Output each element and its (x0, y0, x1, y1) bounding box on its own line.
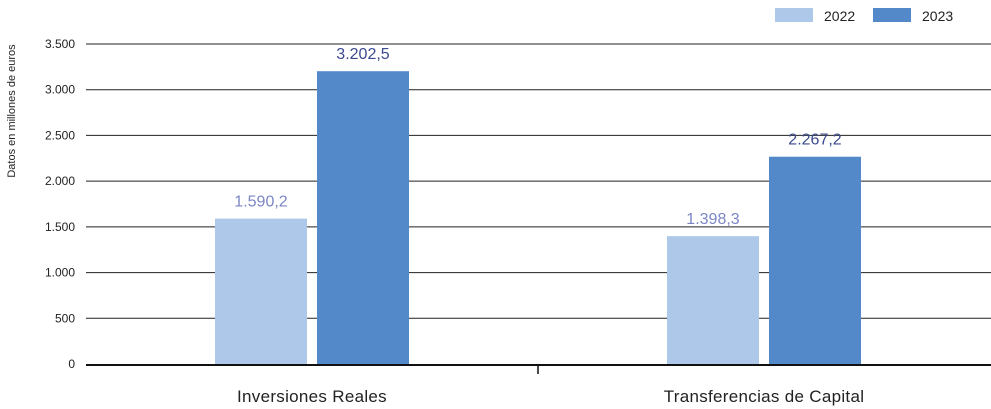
legend-label: 2023 (922, 8, 953, 24)
data-label: 3.202,5 (336, 46, 389, 63)
y-tick-label: 1.500 (45, 220, 75, 234)
legend: 2022 2023 (775, 8, 953, 24)
bar-2023-0 (317, 71, 409, 364)
y-tick-label: 3.500 (45, 37, 75, 51)
bar-2022-0 (215, 218, 307, 364)
data-labels: 1.590,2 3.202,5 1.398,3 2.267,2 (234, 46, 841, 228)
category-label: Transferencias de Capital (664, 387, 865, 406)
y-tick-label: 0 (68, 357, 75, 371)
bar-2022-1 (667, 236, 759, 364)
legend-label: 2022 (824, 8, 855, 24)
y-axis-label: Datos en millones de euros (6, 44, 18, 178)
category-labels: Inversiones Reales Transferencias de Capi… (237, 387, 864, 406)
bar-2023-1 (769, 156, 861, 364)
y-axis-ticks: 0 500 1.000 1.500 2.000 2.500 3.000 3.500 (45, 37, 75, 371)
data-label: 1.590,2 (234, 194, 287, 211)
data-label: 2.267,2 (788, 132, 841, 149)
legend-swatch (873, 8, 911, 22)
y-tick-label: 2.000 (45, 174, 75, 188)
y-tick-label: 1.000 (45, 266, 75, 280)
bars (215, 71, 861, 364)
legend-swatch (775, 8, 813, 22)
data-label: 1.398,3 (686, 211, 739, 228)
category-label: Inversiones Reales (237, 387, 387, 406)
y-tick-label: 3.000 (45, 83, 75, 97)
y-tick-label: 500 (55, 311, 75, 325)
y-tick-label: 2.500 (45, 128, 75, 142)
x-axis (86, 364, 991, 374)
